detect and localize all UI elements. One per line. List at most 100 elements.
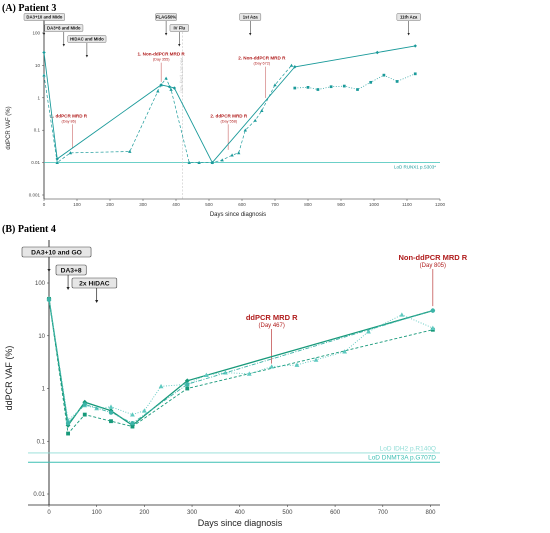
data-point	[130, 421, 135, 426]
data-point	[316, 88, 320, 91]
mrd-title: Non-ddPCR MRD R	[398, 253, 467, 262]
lod-label: LoD DNMT3A p.G707D	[368, 455, 436, 462]
therapy-label: IV Flu	[173, 26, 185, 31]
allo-sct-label: Allo-SCT (Day 420)	[180, 58, 185, 93]
x-tick-label: 700	[378, 510, 389, 516]
therapy-label: 2x HiDAC	[79, 281, 110, 288]
x-tick-label: 0	[47, 510, 51, 516]
x-tick-label: 1000	[369, 202, 380, 207]
data-point	[220, 158, 224, 162]
y-tick-label: 1	[42, 387, 46, 393]
data-point	[399, 312, 405, 317]
panel-a-plot: 0 100 200 300 400 500 600 700 800 900 1000 1100 1200…	[23, 13, 446, 207]
y-tick-label: 0.01	[31, 160, 40, 165]
data-point	[306, 86, 310, 89]
panel-a-title: (A) Patient 3	[2, 3, 56, 14]
data-point	[253, 118, 257, 122]
therapy-label: DA3+8 and Mido	[47, 26, 81, 31]
data-point	[82, 402, 87, 407]
data-point	[293, 65, 297, 69]
data-point	[230, 153, 234, 157]
therapy-box	[239, 13, 262, 21]
therapy-label: DA3+10 and Mido	[26, 15, 62, 20]
mrd-title: 1. Non-ddPCR MRD R	[138, 52, 186, 57]
data-point	[313, 357, 319, 362]
mrd-title: ddPCR MRD R	[246, 313, 298, 322]
therapy-box	[169, 24, 189, 32]
panel-b-xlabel: Days since diagnosis	[198, 518, 283, 528]
data-point	[65, 417, 71, 423]
data-point	[375, 50, 379, 55]
data-point	[68, 151, 73, 155]
lod-label: LoD IDH2 p.R140Q	[380, 445, 436, 452]
data-point	[369, 80, 373, 84]
data-point	[289, 63, 294, 67]
data-point	[294, 362, 300, 367]
data-point	[164, 76, 168, 80]
therapy-label: 1st Aza	[243, 15, 258, 20]
series-line	[48, 299, 433, 425]
y-tick-label: 0.1	[37, 439, 46, 445]
data-point	[395, 80, 399, 83]
data-point	[130, 412, 135, 417]
series-line	[48, 298, 434, 428]
x-tick-label: 400	[235, 510, 246, 516]
data-point	[109, 419, 113, 424]
x-tick-label: 1100	[402, 202, 412, 207]
therapy-box	[71, 277, 118, 289]
therapy-arrowhead	[85, 55, 89, 58]
data-point	[269, 364, 275, 369]
x-tick-label: 200	[139, 510, 150, 516]
data-point	[342, 84, 346, 88]
series-line	[43, 45, 416, 164]
series-line	[48, 298, 434, 422]
data-point	[130, 424, 135, 429]
data-point	[42, 50, 46, 55]
data-point	[65, 422, 71, 428]
y-tick-label: 100	[32, 31, 40, 36]
data-point	[342, 349, 348, 354]
y-tick-label: 0.001	[29, 193, 41, 198]
data-point	[46, 297, 52, 302]
y-tick-label: 0.01	[33, 492, 45, 498]
panel-b-plot: 0 100 200 300 400 500 600 700 800 100 10 1 0.1 0.01 Lo…	[21, 240, 468, 516]
x-tick-label: 100	[92, 510, 103, 516]
data-point	[55, 160, 59, 164]
x-tick-label: 100	[73, 202, 81, 207]
data-point	[66, 431, 70, 436]
data-point	[169, 87, 173, 91]
x-tick-label: 500	[282, 510, 293, 516]
mrd-day: (Day 467)	[259, 323, 285, 329]
x-tick-label: 200	[106, 202, 114, 207]
data-point	[413, 72, 417, 76]
data-point	[185, 386, 190, 391]
panel-a-ylabel: ddPCR VAF (%)	[6, 106, 12, 149]
data-point	[413, 44, 417, 48]
therapy-box	[44, 24, 84, 32]
y-tick-label: 10	[35, 63, 41, 68]
therapy-label: FLAG50%	[156, 15, 176, 20]
y-tick-label: 1	[37, 95, 40, 100]
series-line	[294, 73, 416, 90]
y-tick-label: 10	[38, 334, 45, 340]
data-point	[65, 421, 71, 426]
x-tick-label: 400	[172, 202, 180, 207]
x-tick-label: 600	[330, 510, 341, 516]
therapy-arrowhead	[407, 33, 410, 36]
panel-b-ylabel: ddPCR VAF (%)	[4, 346, 14, 411]
mrd-title: 2. Non-ddPCR MRD R	[238, 56, 286, 61]
data-point	[329, 85, 333, 89]
panel-a-xlabel: Days since diagnosis	[210, 212, 266, 218]
data-point	[260, 108, 264, 113]
data-point	[197, 160, 201, 164]
panel-b-title: (B) Patient 4	[2, 224, 56, 235]
y-tick-label: 100	[35, 281, 46, 287]
data-point	[42, 73, 46, 77]
therapy-label: DA3+10 and GO	[31, 250, 82, 257]
data-point	[203, 372, 209, 377]
lod-label: LoD RUNX1 p.S303*	[394, 165, 436, 170]
data-point	[293, 86, 297, 90]
x-tick-label: 700	[271, 202, 279, 207]
therapy-label: DA3+8	[61, 268, 82, 275]
mrd-day: (Day 672)	[253, 62, 270, 66]
